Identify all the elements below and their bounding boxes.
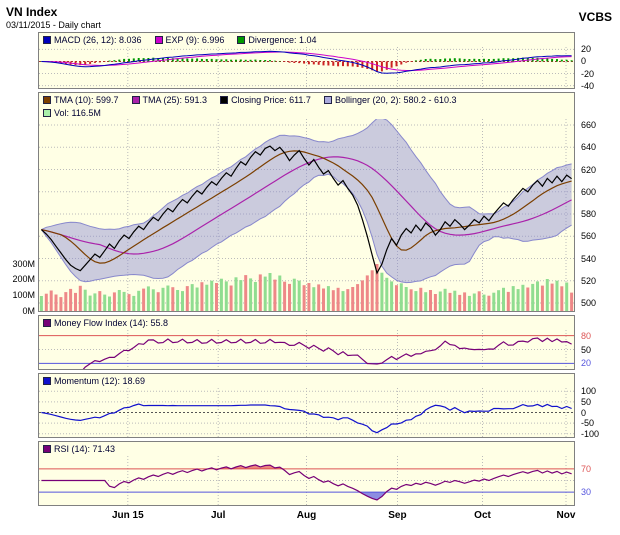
momentum-panel: Momentum (12): 18.69 100 50 0 -50 -100 bbox=[0, 373, 620, 439]
x-axis-label: Nov bbox=[556, 510, 576, 521]
y-axis-tick: 580 bbox=[581, 209, 597, 219]
macd-label: MACD (26, 12): 8.036 bbox=[54, 35, 142, 45]
mfi-legend: Money Flow Index (14): 55.8 bbox=[39, 316, 574, 330]
y-axis-tick: 20 bbox=[581, 44, 592, 55]
x-axis-label: Sep bbox=[388, 510, 407, 521]
mfi-label: Money Flow Index (14): 55.8 bbox=[54, 318, 169, 328]
chart-subtitle: 03/11/2015 - Daily chart bbox=[6, 20, 101, 30]
bollinger-label: Bollinger (20, 2): 580.2 - 610.3 bbox=[334, 94, 457, 105]
y-axis-tick: 620 bbox=[581, 164, 597, 175]
close-label: Closing Price: 611.7 bbox=[231, 94, 311, 105]
y-axis-tick: 50 bbox=[581, 396, 592, 407]
tma25-swatch-icon bbox=[131, 95, 140, 104]
price-panel: TMA (10): 599.7 TMA (25): 591.3 Closing … bbox=[0, 92, 620, 316]
divergence-label: Divergence: 1.04 bbox=[248, 35, 317, 45]
legend-item-divergence: Divergence: 1.04 bbox=[237, 35, 316, 45]
y-axis-tick: 560 bbox=[581, 231, 597, 242]
y-axis-tick: 520 bbox=[581, 275, 597, 286]
x-axis-label: Jun 15 bbox=[111, 510, 144, 521]
volume-axis-tick: 0M bbox=[22, 306, 35, 316]
y-axis-tick: -100 bbox=[581, 428, 600, 439]
rsi-swatch-icon bbox=[43, 445, 51, 453]
y-axis-tick: 70 bbox=[581, 463, 592, 474]
vol-label: Vol: 116.5M bbox=[54, 107, 101, 118]
mfi-chart-area bbox=[39, 330, 574, 369]
mfi-plot: Money Flow Index (14): 55.8 bbox=[38, 315, 575, 370]
vol-swatch-icon bbox=[43, 108, 51, 117]
rsi-legend: RSI (14): 71.43 bbox=[39, 442, 574, 456]
macd-panel: MACD (26, 12): 8.036 EXP (9): 6.996 Dive… bbox=[0, 32, 620, 91]
exp-swatch-icon bbox=[154, 36, 163, 44]
price-legend-row1: TMA (10): 599.7 TMA (25): 591.3 Closing … bbox=[39, 93, 574, 106]
legend-item-tma25: TMA (25): 591.3 bbox=[131, 94, 208, 105]
tma10-label: TMA (10): 599.7 bbox=[54, 94, 119, 105]
y-axis-tick: 500 bbox=[581, 298, 597, 308]
momentum-chart-area bbox=[39, 388, 574, 437]
legend-item-tma10: TMA (10): 599.7 bbox=[43, 95, 119, 105]
exp-label: EXP (9): 6.996 bbox=[165, 35, 225, 45]
macd-swatch-icon bbox=[43, 36, 51, 44]
y-axis-tick: 80 bbox=[581, 330, 592, 341]
y-axis-tick: 100 bbox=[581, 386, 597, 397]
mfi-panel: Money Flow Index (14): 55.8 80 50 20 bbox=[0, 315, 620, 370]
y-axis-tick: 20 bbox=[581, 358, 592, 369]
x-axis-label: Jul bbox=[210, 510, 226, 521]
chart-title: VN Index bbox=[6, 5, 58, 19]
legend-item-close: Closing Price: 611.7 bbox=[220, 95, 311, 105]
volume-axis-tick: 200M bbox=[12, 274, 35, 285]
legend-item-macd: MACD (26, 12): 8.036 bbox=[43, 35, 142, 45]
price-chart-area bbox=[39, 119, 574, 311]
y-axis-tick: 30 bbox=[581, 487, 592, 498]
divergence-swatch-icon bbox=[237, 36, 246, 44]
momentum-legend: Momentum (12): 18.69 bbox=[39, 374, 574, 388]
legend-item-exp: EXP (9): 6.996 bbox=[154, 35, 225, 45]
x-axis: Jun 15 Jul Aug Sep Oct Nov bbox=[0, 509, 620, 525]
x-axis-label: Oct bbox=[474, 510, 491, 521]
y-axis-tick: -40 bbox=[581, 80, 595, 91]
y-axis-tick: -50 bbox=[581, 418, 595, 429]
rsi-plot: RSI (14): 71.43 bbox=[38, 441, 575, 506]
volume-axis-tick: 100M bbox=[12, 290, 35, 301]
tma25-label: TMA (25): 591.3 bbox=[142, 94, 208, 105]
macd-legend: MACD (26, 12): 8.036 EXP (9): 6.996 Dive… bbox=[39, 33, 574, 47]
y-axis-tick: 600 bbox=[581, 186, 597, 197]
y-axis-tick: -20 bbox=[581, 68, 595, 79]
price-plot: TMA (10): 599.7 TMA (25): 591.3 Closing … bbox=[38, 92, 575, 312]
macd-plot: MACD (26, 12): 8.036 EXP (9): 6.996 Dive… bbox=[38, 32, 575, 89]
legend-item-bollinger: Bollinger (20, 2): 580.2 - 610.3 bbox=[323, 94, 457, 105]
momentum-label: Momentum (12): 18.69 bbox=[54, 376, 146, 386]
y-axis-tick: 640 bbox=[581, 142, 597, 153]
y-axis-tick: 540 bbox=[581, 253, 597, 264]
momentum-plot: Momentum (12): 18.69 bbox=[38, 373, 575, 438]
rsi-panel: RSI (14): 71.43 70 30 bbox=[0, 441, 620, 506]
macd-chart-area bbox=[39, 47, 574, 88]
legend-item-rsi: RSI (14): 71.43 bbox=[43, 444, 115, 454]
rsi-chart-area bbox=[39, 456, 574, 505]
legend-item-mfi: Money Flow Index (14): 55.8 bbox=[43, 318, 168, 328]
rsi-label: RSI (14): 71.43 bbox=[54, 444, 116, 454]
legend-item-momentum: Momentum (12): 18.69 bbox=[43, 376, 145, 386]
mfi-swatch-icon bbox=[43, 319, 51, 327]
y-axis-tick: 0 bbox=[581, 407, 587, 418]
volume-axis-tick: 300M bbox=[12, 258, 35, 269]
tma10-swatch-icon bbox=[43, 95, 51, 104]
bollinger-swatch-icon bbox=[323, 95, 332, 104]
x-axis-label: Aug bbox=[296, 510, 317, 521]
price-legend-row2: Vol: 116.5M bbox=[39, 106, 574, 119]
momentum-swatch-icon bbox=[43, 377, 51, 385]
legend-item-vol: Vol: 116.5M bbox=[43, 108, 101, 118]
brand-logo: VCBS bbox=[578, 10, 612, 24]
y-axis-tick: 50 bbox=[581, 344, 592, 355]
chart-header: VN Index 03/11/2015 - Daily chart VCBS bbox=[0, 3, 620, 32]
y-axis-tick: 660 bbox=[581, 120, 597, 130]
close-swatch-icon bbox=[220, 95, 229, 104]
y-axis-tick: 0 bbox=[581, 56, 587, 67]
